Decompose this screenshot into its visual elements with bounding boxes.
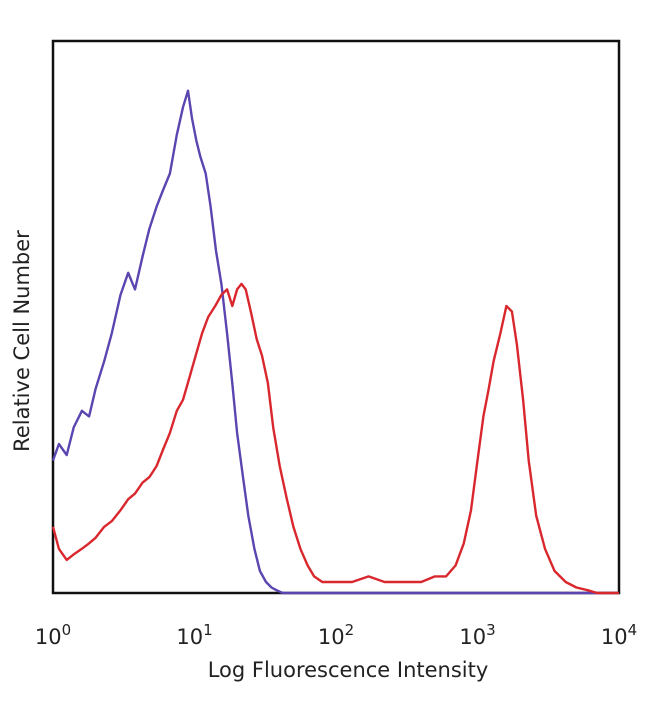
x-tick-label: 102 [318, 621, 354, 649]
series-group [51, 89, 619, 595]
series-line-2 [51, 282, 619, 595]
plot-frame [51, 39, 621, 595]
x-tick-label: 100 [35, 621, 71, 649]
x-tick-group: 100 101 102 103 104 [35, 621, 637, 649]
x-tick-label: 104 [601, 621, 637, 649]
x-axis-label: Log Fluorescence Intensity [208, 658, 489, 682]
x-tick-label: 101 [176, 621, 212, 649]
series-line-1 [51, 89, 619, 595]
x-tick-label: 103 [459, 621, 495, 649]
y-axis-label: Relative Cell Number [10, 230, 34, 452]
